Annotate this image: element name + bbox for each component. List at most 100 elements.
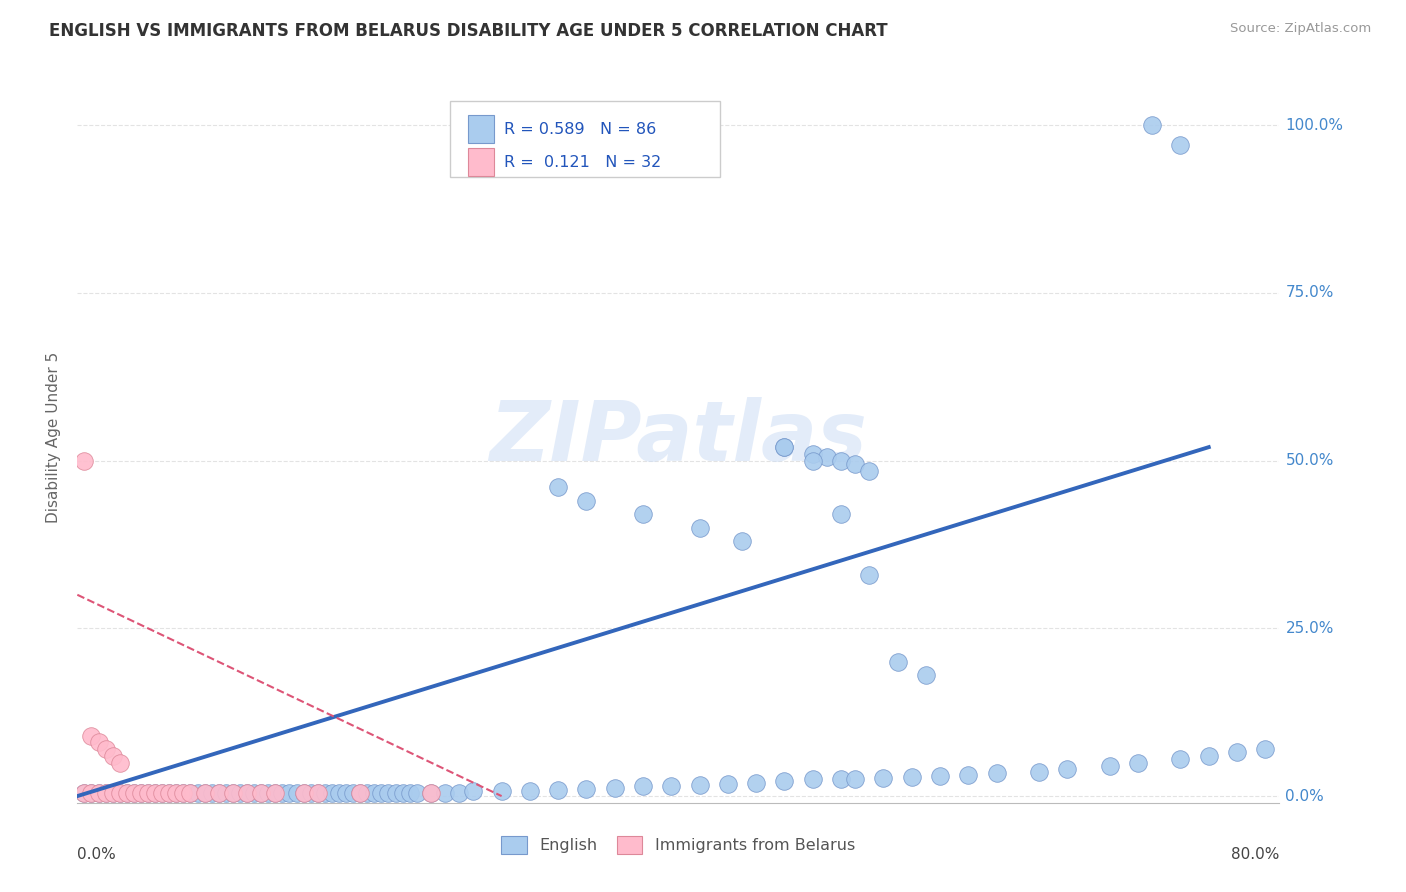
Point — [208, 786, 231, 800]
Point — [929, 769, 952, 783]
Point — [136, 786, 159, 800]
Y-axis label: Disability Age Under 5: Disability Age Under 5 — [46, 351, 62, 523]
Point — [307, 786, 329, 800]
Point — [449, 786, 471, 800]
Point — [858, 464, 880, 478]
Point — [830, 508, 852, 522]
Point — [201, 786, 224, 800]
Point — [1282, 739, 1305, 753]
Point — [384, 786, 406, 800]
Point — [229, 786, 252, 800]
Point — [731, 534, 754, 549]
Point — [165, 786, 187, 800]
Point — [370, 786, 392, 800]
Bar — [468, 115, 495, 143]
Text: R = 0.589   N = 86: R = 0.589 N = 86 — [505, 121, 657, 136]
Point — [222, 786, 245, 800]
Point — [122, 786, 145, 800]
Point — [363, 786, 385, 800]
Point — [547, 783, 569, 797]
Point — [858, 567, 880, 582]
Point — [900, 770, 922, 784]
Point — [101, 748, 124, 763]
Point — [1098, 759, 1121, 773]
Point — [328, 786, 350, 800]
Point — [157, 786, 180, 800]
Point — [773, 774, 796, 789]
Point — [398, 786, 420, 800]
Point — [830, 453, 852, 467]
Point — [150, 786, 173, 800]
Point — [986, 766, 1008, 780]
Point — [1140, 118, 1163, 132]
Point — [1170, 752, 1192, 766]
Point — [94, 742, 117, 756]
Point — [292, 786, 315, 800]
Point — [349, 786, 371, 800]
Point — [186, 786, 209, 800]
Point — [1126, 756, 1149, 770]
Point — [815, 450, 838, 465]
Point — [689, 778, 711, 792]
Point — [73, 786, 96, 800]
Point — [172, 786, 194, 800]
Point — [872, 771, 894, 785]
Point — [957, 767, 980, 781]
Point — [377, 786, 399, 800]
Point — [773, 440, 796, 454]
Bar — [468, 148, 495, 176]
Point — [1028, 764, 1050, 779]
Point — [108, 756, 131, 770]
Point — [717, 777, 740, 791]
Text: 75.0%: 75.0% — [1285, 285, 1334, 301]
Point — [157, 786, 180, 800]
Text: Source: ZipAtlas.com: Source: ZipAtlas.com — [1230, 22, 1371, 36]
Point — [80, 786, 103, 800]
Point — [349, 786, 371, 800]
Text: 25.0%: 25.0% — [1285, 621, 1334, 636]
Point — [915, 668, 938, 682]
Point — [434, 786, 457, 800]
Point — [631, 508, 654, 522]
Point — [463, 784, 485, 798]
Point — [94, 786, 117, 800]
Point — [236, 786, 259, 800]
Point — [307, 786, 329, 800]
Point — [87, 735, 110, 749]
Point — [773, 440, 796, 454]
Point — [194, 786, 217, 800]
Point — [80, 729, 103, 743]
Point — [314, 786, 336, 800]
Point — [94, 786, 117, 800]
Point — [73, 453, 96, 467]
Point — [689, 521, 711, 535]
Text: R =  0.121   N = 32: R = 0.121 N = 32 — [505, 154, 661, 169]
Point — [285, 786, 308, 800]
Point — [165, 786, 187, 800]
Point — [321, 786, 343, 800]
Point — [419, 786, 441, 800]
FancyBboxPatch shape — [450, 101, 720, 178]
Legend: English, Immigrants from Belarus: English, Immigrants from Belarus — [495, 830, 862, 861]
Point — [115, 786, 138, 800]
Text: 100.0%: 100.0% — [1285, 118, 1344, 133]
Point — [299, 786, 322, 800]
Point — [659, 779, 682, 793]
Point — [356, 786, 378, 800]
Point — [236, 786, 259, 800]
Point — [491, 783, 513, 797]
Point — [801, 772, 824, 787]
Point — [405, 786, 427, 800]
Point — [1254, 742, 1277, 756]
Point — [208, 786, 231, 800]
Point — [150, 786, 173, 800]
Point — [129, 786, 152, 800]
Text: 0.0%: 0.0% — [77, 847, 117, 862]
Point — [108, 786, 131, 800]
Text: 0.0%: 0.0% — [1285, 789, 1324, 804]
Point — [801, 447, 824, 461]
Point — [830, 772, 852, 787]
Point — [222, 786, 245, 800]
Text: ZIPatlas: ZIPatlas — [489, 397, 868, 477]
Point — [844, 772, 866, 787]
